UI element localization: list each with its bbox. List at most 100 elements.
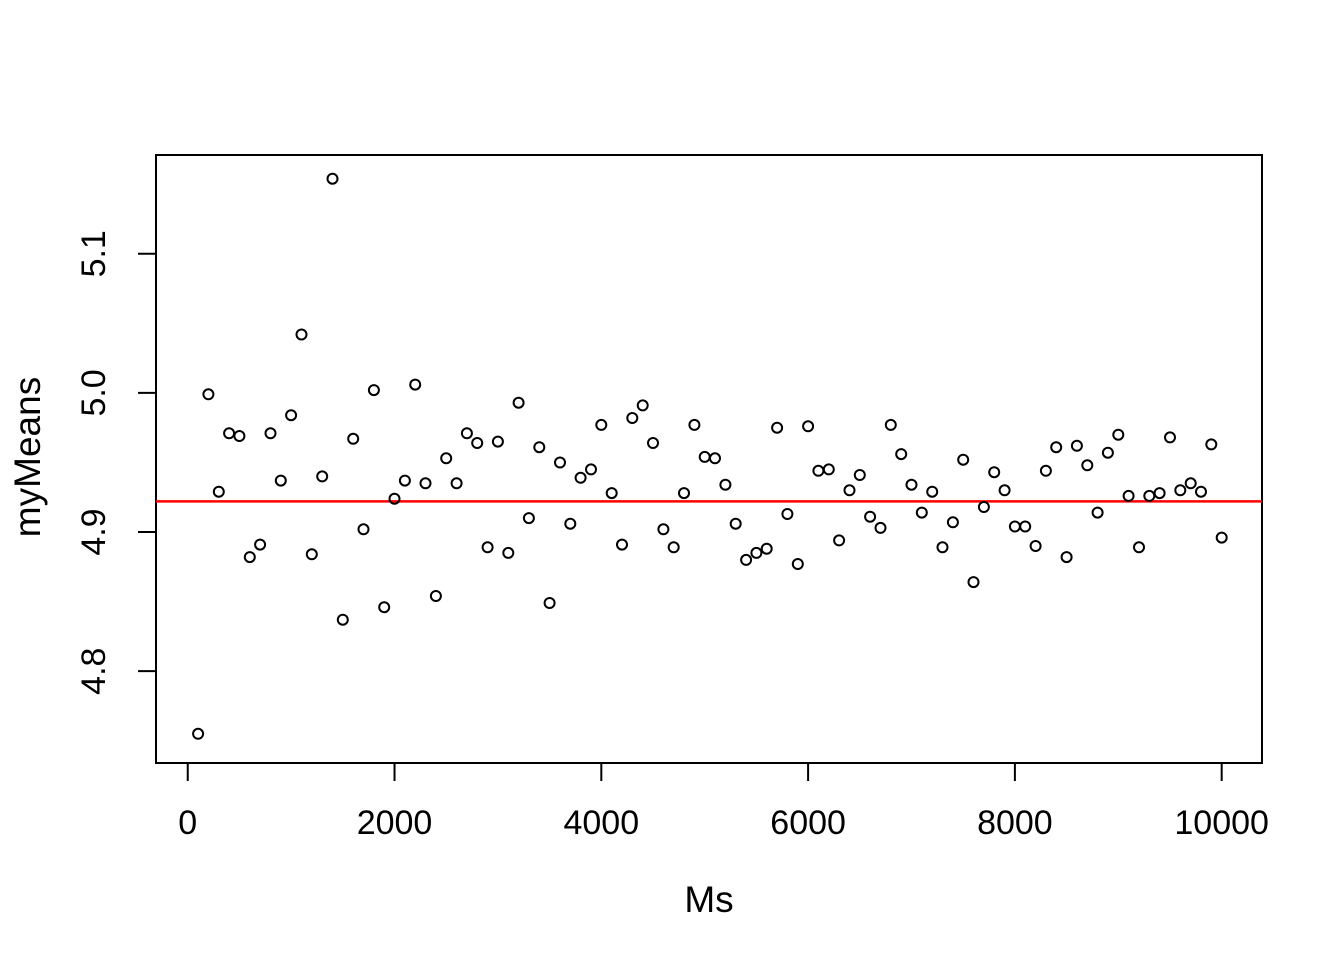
- data-point: [616, 538, 628, 551]
- data-point: [264, 427, 277, 440]
- data-point: [1101, 446, 1114, 459]
- data-point: [1184, 477, 1197, 490]
- data-point: [729, 517, 742, 530]
- data-point: [1122, 489, 1135, 502]
- y-tick-label: 5.0: [75, 369, 113, 416]
- x-tick-label: 4000: [563, 804, 639, 842]
- data-point: [212, 485, 225, 498]
- y-axis-title: myMeans: [7, 377, 48, 537]
- x-tick-label: 10000: [1174, 804, 1269, 842]
- x-tick-label: 8000: [977, 804, 1053, 842]
- x-axis-ticks: [186, 763, 1223, 781]
- data-point: [998, 484, 1011, 497]
- data-point: [1215, 531, 1228, 544]
- data-point: [771, 421, 784, 434]
- data-point: [202, 388, 215, 401]
- data-point: [1143, 489, 1156, 502]
- data-point: [192, 727, 205, 740]
- data-point: [440, 452, 453, 465]
- data-point: [316, 470, 329, 483]
- data-point: [926, 485, 939, 498]
- x-axis-tick-labels: 0 2000 4000 6000 8000 10000: [178, 804, 1269, 842]
- data-point: [915, 506, 928, 519]
- data-point: [1081, 459, 1094, 472]
- data-points: [192, 172, 1228, 740]
- data-point: [347, 432, 360, 445]
- data-point: [957, 453, 970, 466]
- data-point: [977, 501, 990, 513]
- data-point: [864, 510, 877, 523]
- data-point: [254, 538, 267, 551]
- data-point: [481, 541, 494, 554]
- data-point: [564, 517, 577, 530]
- data-point: [936, 541, 949, 554]
- data-point: [1153, 487, 1166, 500]
- data-point: [626, 412, 639, 424]
- x-axis-title: Ms: [684, 879, 733, 920]
- data-point: [574, 471, 587, 484]
- data-point: [543, 597, 556, 609]
- data-point: [357, 523, 370, 536]
- x-tick-label: 2000: [357, 804, 433, 842]
- data-point: [988, 466, 1001, 479]
- data-point: [1019, 520, 1032, 533]
- data-point: [1091, 506, 1104, 519]
- data-point: [802, 420, 815, 433]
- data-point: [367, 384, 380, 397]
- data-point: [781, 508, 794, 520]
- data-point: [719, 478, 732, 491]
- data-point: [698, 450, 711, 463]
- data-point: [946, 516, 959, 529]
- plot-box: [155, 154, 1263, 764]
- data-point: [1029, 540, 1042, 552]
- data-point: [895, 448, 908, 461]
- data-point: [1008, 520, 1021, 533]
- data-point: [833, 534, 846, 547]
- data-point: [967, 576, 980, 589]
- data-point: [1164, 431, 1176, 444]
- data-point: [853, 469, 866, 481]
- data-point: [409, 378, 422, 391]
- data-point: [843, 484, 856, 497]
- data-point: [1060, 551, 1073, 564]
- data-point: [233, 430, 246, 442]
- data-point: [326, 172, 339, 185]
- data-point: [657, 523, 670, 536]
- y-tick-label: 5.1: [75, 230, 113, 277]
- data-point: [471, 437, 484, 449]
- data-point: [822, 463, 835, 476]
- data-point: [647, 437, 659, 449]
- data-point: [1205, 438, 1218, 451]
- x-tick-label: 0: [178, 804, 197, 842]
- data-point: [522, 512, 535, 525]
- data-point: [874, 521, 887, 534]
- y-axis-ticks: [138, 252, 156, 673]
- data-point: [905, 478, 918, 491]
- data-point: [491, 435, 504, 448]
- data-point: [1070, 439, 1083, 452]
- data-point: [740, 553, 753, 566]
- data-point: [1133, 541, 1145, 554]
- data-point: [285, 409, 298, 422]
- data-point: [460, 427, 473, 440]
- data-point: [1112, 428, 1125, 441]
- data-point: [1174, 484, 1187, 497]
- data-point: [419, 477, 432, 490]
- data-point: [595, 418, 608, 431]
- data-point: [812, 464, 825, 477]
- y-tick-label: 4.8: [75, 648, 113, 695]
- data-point: [223, 427, 236, 440]
- data-point: [678, 487, 690, 500]
- y-axis-tick-labels: 4.8 4.9 5.0 5.1: [75, 230, 113, 695]
- data-point: [398, 474, 411, 487]
- data-point: [388, 492, 401, 505]
- data-point: [1195, 485, 1207, 498]
- data-point: [636, 399, 649, 412]
- data-point: [502, 546, 515, 559]
- data-point: [295, 328, 308, 341]
- data-point: [760, 542, 773, 555]
- data-point: [667, 541, 680, 554]
- data-point: [554, 456, 566, 469]
- data-point: [305, 548, 318, 561]
